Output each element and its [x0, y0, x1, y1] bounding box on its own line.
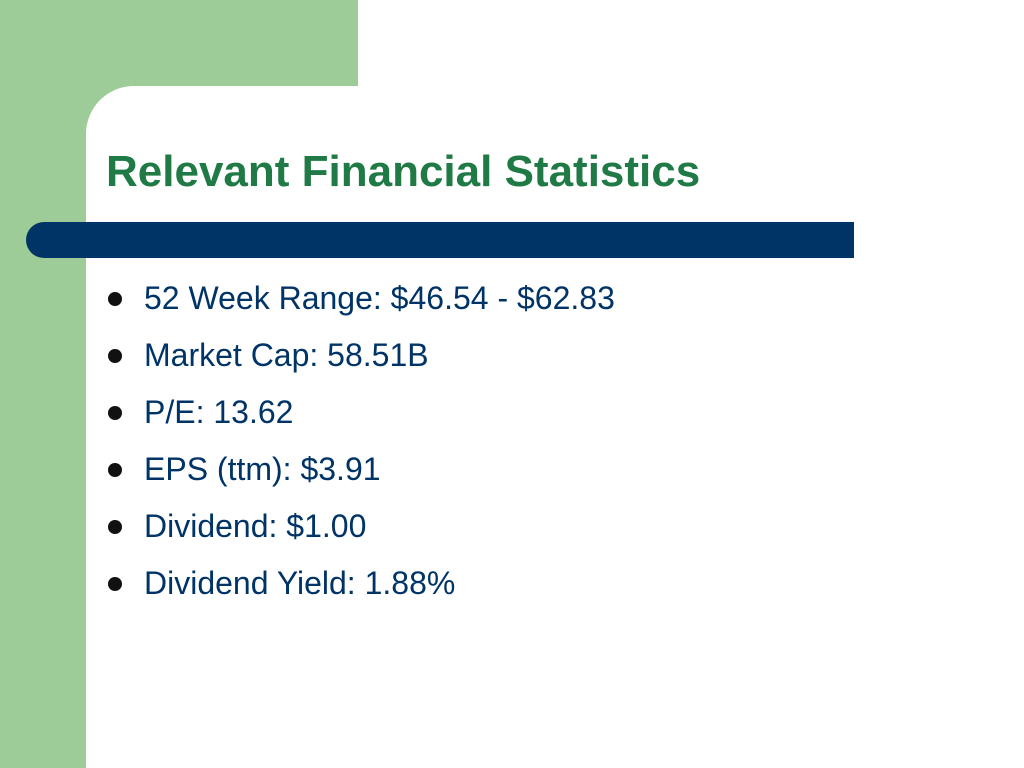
bullet-dot-icon [108, 406, 122, 420]
bullet-text: 52 Week Range: $46.54 - $62.83 [144, 280, 615, 316]
bullet-text: EPS (ttm): $3.91 [144, 451, 381, 487]
title-divider-bar [26, 222, 854, 258]
bullet-dot-icon [108, 520, 122, 534]
bullet-text: P/E: 13.62 [144, 394, 294, 430]
bullet-dot-icon [108, 463, 122, 477]
bullet-text: Dividend Yield: 1.88% [144, 565, 456, 601]
content-panel [86, 86, 1024, 768]
bullet-text: Market Cap: 58.51B [144, 337, 429, 373]
slide-title: Relevant Financial Statistics [106, 147, 701, 196]
bullet-text: Dividend: $1.00 [144, 508, 367, 544]
bullet-dot-icon [108, 292, 122, 306]
bullet-dot-icon [108, 349, 122, 363]
bullet-dot-icon [108, 577, 122, 591]
